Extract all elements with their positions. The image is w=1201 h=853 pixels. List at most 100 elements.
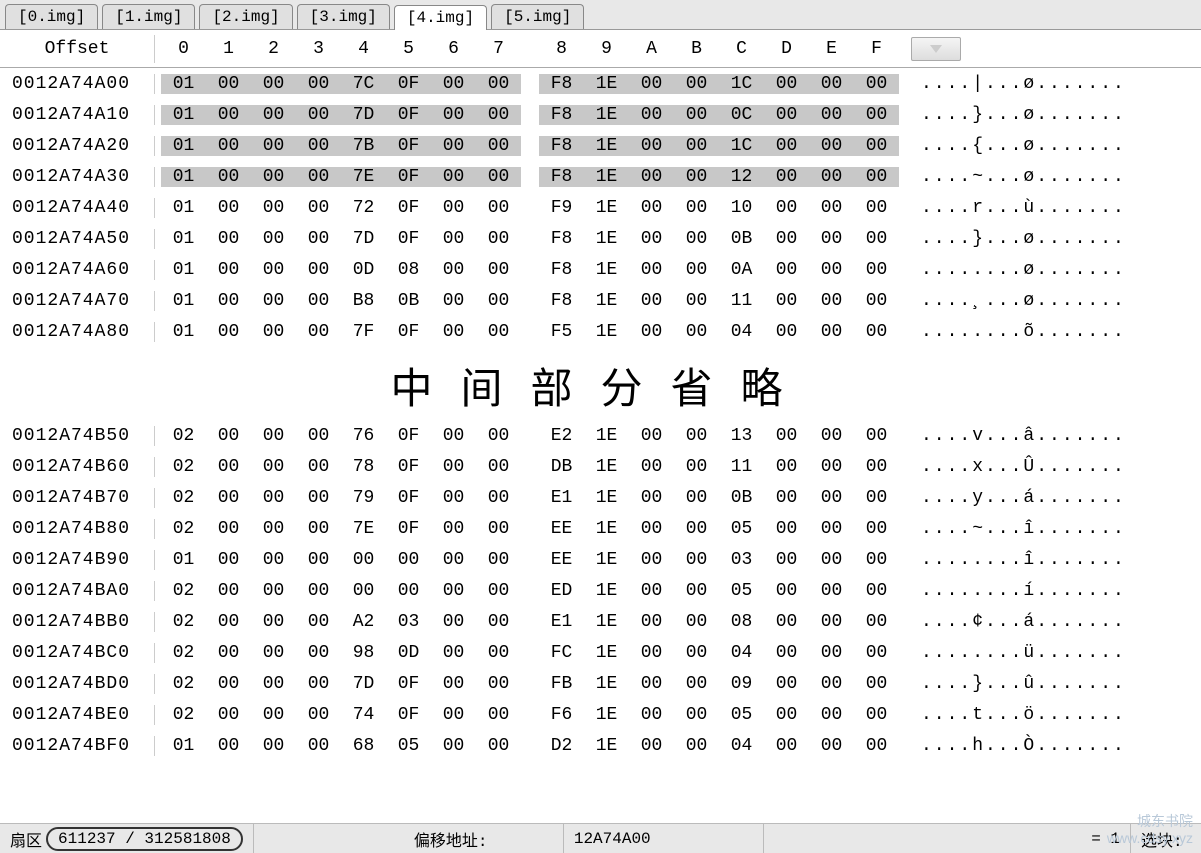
byte-cell[interactable]: 98 bbox=[341, 643, 386, 663]
byte-cell[interactable]: 00 bbox=[296, 612, 341, 632]
byte-cell[interactable]: 00 bbox=[809, 291, 854, 311]
byte-cell[interactable]: 7E bbox=[341, 519, 386, 539]
ascii-cell[interactable]: ....|...ø....... bbox=[899, 74, 1126, 94]
byte-cell[interactable]: 00 bbox=[296, 167, 341, 187]
byte-cell[interactable]: 00 bbox=[296, 457, 341, 477]
byte-cell[interactable]: 00 bbox=[629, 457, 674, 477]
byte-cell[interactable]: 00 bbox=[476, 105, 521, 125]
byte-cell[interactable]: 00 bbox=[674, 581, 719, 601]
byte-cell[interactable]: 00 bbox=[764, 136, 809, 156]
hex-row[interactable]: 0012A74A60010000000D080000F81E00000A0000… bbox=[0, 254, 1201, 285]
byte-cell[interactable]: 00 bbox=[854, 260, 899, 280]
byte-cell[interactable]: 00 bbox=[296, 229, 341, 249]
byte-cell[interactable]: 00 bbox=[431, 674, 476, 694]
byte-cell[interactable]: 00 bbox=[854, 643, 899, 663]
ascii-cell[interactable]: ....y...á....... bbox=[899, 488, 1126, 508]
byte-cell[interactable]: 00 bbox=[296, 643, 341, 663]
byte-cell[interactable]: 0A bbox=[719, 260, 764, 280]
byte-cell[interactable]: 00 bbox=[296, 581, 341, 601]
byte-cell[interactable]: 00 bbox=[251, 74, 296, 94]
byte-cell[interactable]: 00 bbox=[431, 736, 476, 756]
ascii-cell[interactable]: ........ü....... bbox=[899, 643, 1126, 663]
byte-cell[interactable]: 7B bbox=[341, 136, 386, 156]
byte-cell[interactable]: 00 bbox=[674, 229, 719, 249]
byte-cell[interactable]: 00 bbox=[431, 105, 476, 125]
tab-4[interactable]: [4.img] bbox=[394, 5, 487, 30]
byte-cell[interactable]: 00 bbox=[809, 136, 854, 156]
byte-cell[interactable]: 00 bbox=[251, 105, 296, 125]
byte-cell[interactable]: 00 bbox=[674, 674, 719, 694]
byte-cell[interactable]: 00 bbox=[854, 322, 899, 342]
byte-cell[interactable]: 00 bbox=[809, 322, 854, 342]
byte-cell[interactable]: ED bbox=[539, 581, 584, 601]
byte-cell[interactable]: 00 bbox=[476, 581, 521, 601]
byte-cell[interactable]: 00 bbox=[809, 519, 854, 539]
byte-cell[interactable]: 01 bbox=[161, 736, 206, 756]
byte-cell[interactable]: 00 bbox=[809, 260, 854, 280]
byte-cell[interactable]: 0F bbox=[386, 229, 431, 249]
byte-cell[interactable]: 0F bbox=[386, 705, 431, 725]
byte-cell[interactable]: 00 bbox=[296, 260, 341, 280]
byte-cell[interactable]: 0F bbox=[386, 198, 431, 218]
byte-cell[interactable]: 7D bbox=[341, 674, 386, 694]
ascii-cell[interactable]: ........ø....... bbox=[899, 260, 1126, 280]
ascii-cell[interactable]: ....¢...á....... bbox=[899, 612, 1126, 632]
byte-cell[interactable]: 00 bbox=[629, 612, 674, 632]
byte-cell[interactable]: 01 bbox=[161, 550, 206, 570]
byte-cell[interactable]: F8 bbox=[539, 105, 584, 125]
byte-cell[interactable]: 0D bbox=[341, 260, 386, 280]
byte-cell[interactable]: 00 bbox=[341, 581, 386, 601]
byte-cell[interactable]: 00 bbox=[854, 74, 899, 94]
byte-cell[interactable]: 00 bbox=[854, 198, 899, 218]
byte-cell[interactable]: 00 bbox=[251, 705, 296, 725]
byte-cell[interactable]: 1E bbox=[584, 550, 629, 570]
byte-cell[interactable]: 00 bbox=[296, 74, 341, 94]
byte-cell[interactable]: 00 bbox=[251, 136, 296, 156]
byte-cell[interactable]: 00 bbox=[296, 291, 341, 311]
byte-cell[interactable]: 00 bbox=[674, 198, 719, 218]
byte-cell[interactable]: 00 bbox=[629, 519, 674, 539]
byte-cell[interactable]: 00 bbox=[809, 198, 854, 218]
byte-cell[interactable]: 00 bbox=[431, 167, 476, 187]
byte-cell[interactable]: DB bbox=[539, 457, 584, 477]
hex-row[interactable]: 0012A74BA00200000000000000ED1E0000050000… bbox=[0, 575, 1201, 606]
byte-cell[interactable]: 00 bbox=[764, 229, 809, 249]
byte-cell[interactable]: 00 bbox=[629, 105, 674, 125]
byte-cell[interactable]: 00 bbox=[431, 488, 476, 508]
byte-cell[interactable]: 00 bbox=[629, 674, 674, 694]
ascii-cell[interactable]: ....~...ø....... bbox=[899, 167, 1126, 187]
byte-cell[interactable]: F9 bbox=[539, 198, 584, 218]
byte-cell[interactable]: 00 bbox=[674, 105, 719, 125]
byte-cell[interactable]: 00 bbox=[296, 322, 341, 342]
hex-row[interactable]: 0012A74BF00100000068050000D21E0000040000… bbox=[0, 730, 1201, 761]
byte-cell[interactable]: 00 bbox=[809, 426, 854, 446]
byte-cell[interactable]: 00 bbox=[296, 136, 341, 156]
byte-cell[interactable]: 00 bbox=[476, 198, 521, 218]
byte-cell[interactable]: 02 bbox=[161, 581, 206, 601]
byte-cell[interactable]: 0F bbox=[386, 519, 431, 539]
byte-cell[interactable]: 00 bbox=[764, 736, 809, 756]
byte-cell[interactable]: 00 bbox=[206, 260, 251, 280]
byte-cell[interactable]: 02 bbox=[161, 426, 206, 446]
byte-cell[interactable]: 00 bbox=[206, 550, 251, 570]
byte-cell[interactable]: 01 bbox=[161, 136, 206, 156]
byte-cell[interactable]: 00 bbox=[809, 550, 854, 570]
byte-cell[interactable]: F8 bbox=[539, 136, 584, 156]
byte-cell[interactable]: 00 bbox=[476, 674, 521, 694]
byte-cell[interactable]: 00 bbox=[206, 612, 251, 632]
byte-cell[interactable]: 00 bbox=[674, 488, 719, 508]
byte-cell[interactable]: EE bbox=[539, 519, 584, 539]
byte-cell[interactable]: 00 bbox=[476, 550, 521, 570]
byte-cell[interactable]: 00 bbox=[206, 736, 251, 756]
tab-3[interactable]: [3.img] bbox=[297, 4, 390, 29]
byte-cell[interactable]: FC bbox=[539, 643, 584, 663]
byte-cell[interactable]: F5 bbox=[539, 322, 584, 342]
byte-cell[interactable]: 00 bbox=[251, 426, 296, 446]
byte-cell[interactable]: 00 bbox=[431, 581, 476, 601]
byte-cell[interactable]: 00 bbox=[764, 550, 809, 570]
byte-cell[interactable]: 00 bbox=[431, 612, 476, 632]
byte-cell[interactable]: 00 bbox=[206, 426, 251, 446]
byte-cell[interactable]: 00 bbox=[809, 167, 854, 187]
byte-cell[interactable]: 00 bbox=[206, 198, 251, 218]
byte-cell[interactable]: 02 bbox=[161, 488, 206, 508]
